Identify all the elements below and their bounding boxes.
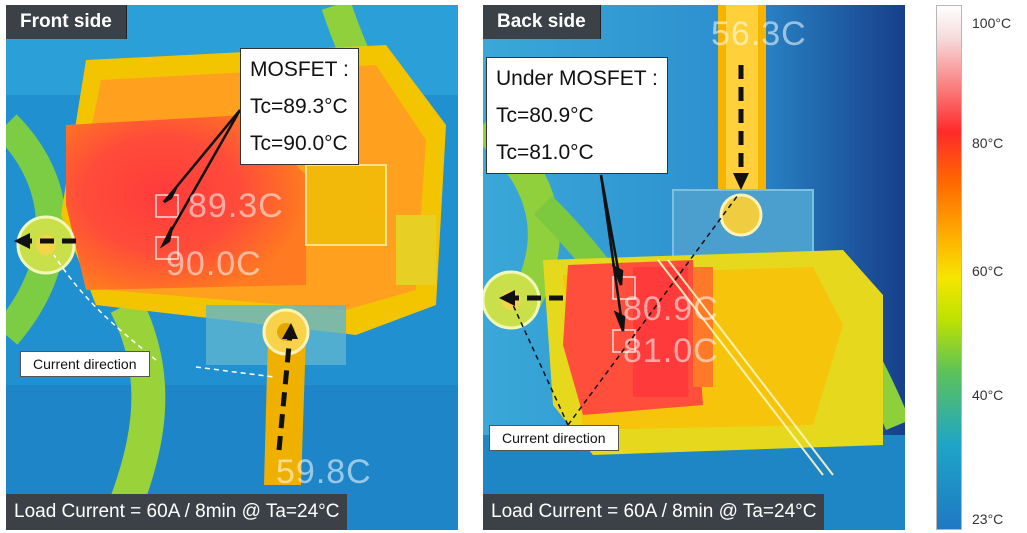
scale-tick-40: 40°C [972,387,1004,403]
scale-tick-60: 60°C [972,263,1004,279]
overlay-temperature-mid-1: 80.9C [623,290,719,328]
overlay-temperature-mid-2: 81.0C [623,332,719,370]
scale-tick-100: 100°C [972,15,1012,31]
mosfet-callout-title: MOSFET : [250,58,349,81]
overlay-temperature-bottom: 59.8C [276,453,372,491]
overlay-temperature-mid: 90.0C [166,245,262,283]
under-mosfet-callout-temp-2: Tc=81.0°C [496,141,594,164]
under-mosfet-callout-title: Under MOSFET : [496,67,658,90]
overlay-temperature-top: 89.3C [188,187,284,225]
scale-tick-80: 80°C [972,135,1004,151]
front-thermal-panel: 89.3C 90.0C 59.8C Front side MOSFET : Tc… [6,5,458,530]
under-mosfet-callout: Under MOSFET : Tc=80.9°C Tc=81.0°C [486,57,668,174]
current-direction-label: Current direction [489,425,619,451]
overlay-temperature-top: 56.3C [711,15,807,53]
back-thermal-panel: 56.3C 80.9C 81.0C Back side Under MOSFET… [483,5,905,530]
load-current-caption: Load Current = 60A / 8min @ Ta=24°C [483,494,825,530]
back-side-label: Back side [483,5,601,39]
temperature-color-scale [936,5,962,530]
under-mosfet-callout-temp-1: Tc=80.9°C [496,104,594,127]
current-direction-label: Current direction [20,351,150,377]
mosfet-callout-temp-2: Tc=90.0°C [250,132,348,155]
scale-tick-23: 23°C [972,511,1004,527]
load-current-caption: Load Current = 60A / 8min @ Ta=24°C [6,494,348,530]
front-side-label: Front side [6,5,127,39]
mosfet-callout-temp-1: Tc=89.3°C [250,95,348,118]
mosfet-callout: MOSFET : Tc=89.3°C Tc=90.0°C [240,48,359,165]
